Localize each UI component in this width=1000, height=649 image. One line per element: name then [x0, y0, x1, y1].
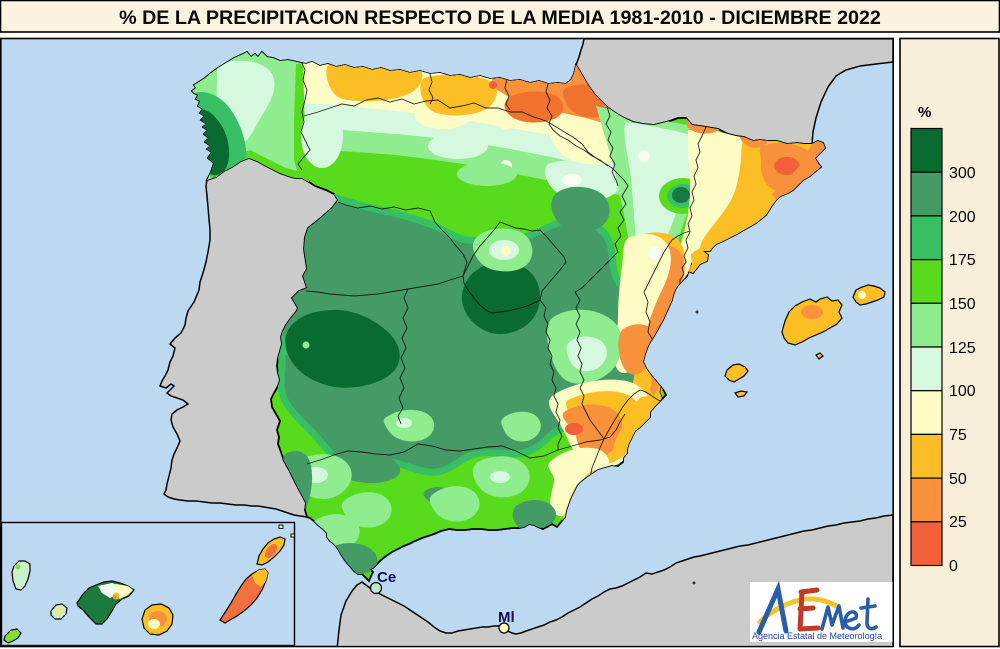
svg-text:175: 175: [949, 252, 976, 269]
svg-text:100: 100: [949, 383, 976, 400]
svg-text:Agencia Estatal de Meteorologí: Agencia Estatal de Meteorología: [752, 631, 882, 641]
svg-text:25: 25: [949, 514, 967, 531]
svg-text:Ml: Ml: [498, 609, 515, 626]
svg-text:0: 0: [949, 558, 958, 575]
svg-text:50: 50: [949, 471, 967, 488]
svg-text:% DE LA PRECIPITACION RESPECTO: % DE LA PRECIPITACION RESPECTO DE LA MED…: [119, 7, 881, 29]
svg-text:200: 200: [949, 209, 976, 226]
svg-text:300: 300: [949, 165, 976, 182]
svg-text:75: 75: [949, 427, 967, 444]
svg-text:150: 150: [949, 296, 976, 313]
svg-text:Ce: Ce: [377, 569, 396, 586]
svg-text:%: %: [918, 104, 931, 121]
svg-text:125: 125: [949, 340, 976, 357]
